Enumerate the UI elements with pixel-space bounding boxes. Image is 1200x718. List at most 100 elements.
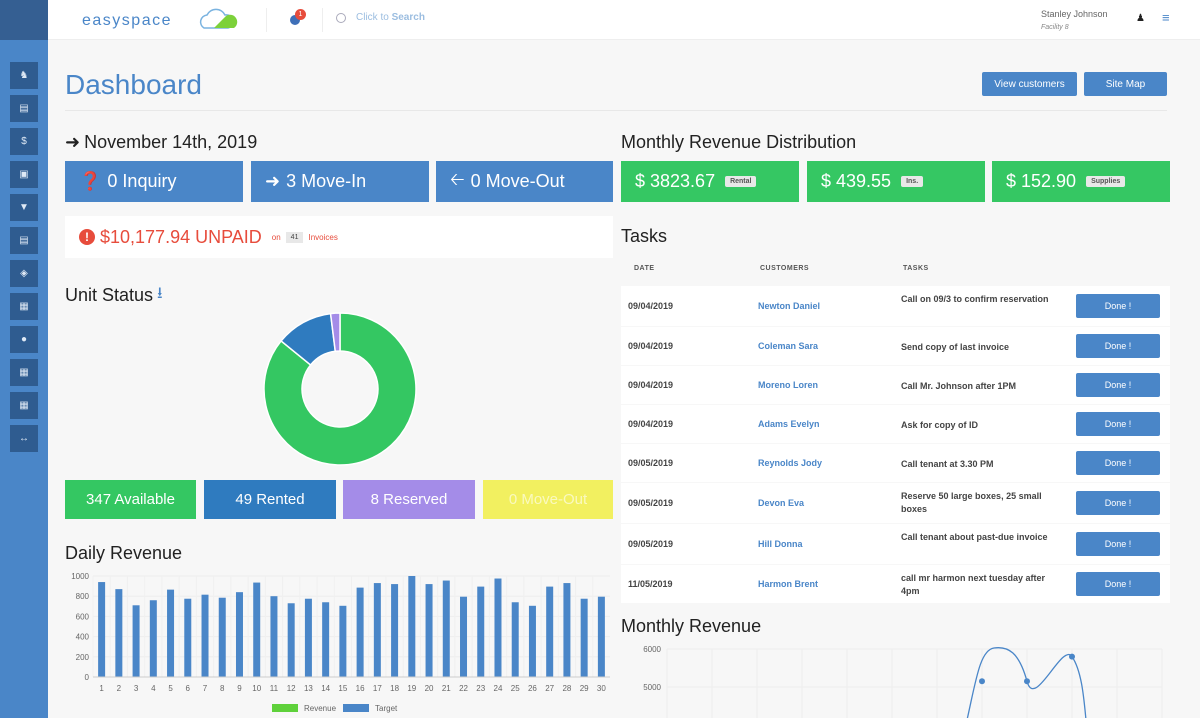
task-customer-link[interactable]: Adams Evelyn — [758, 419, 820, 429]
download-box-icon: ▼ — [19, 202, 29, 213]
user-name[interactable]: Stanley Johnson — [1041, 9, 1108, 19]
done-button[interactable]: Done ! — [1076, 532, 1160, 556]
sidebar-item-cart[interactable]: ▤ — [10, 227, 38, 254]
unit-status-box[interactable]: 0 Move-Out — [483, 480, 613, 519]
task-customer-link[interactable]: Devon Eva — [758, 498, 805, 508]
task-customer-link[interactable]: Harmon Brent — [758, 579, 819, 589]
x-tick-label: 16 — [356, 684, 365, 693]
y-tick-label: 5000 — [643, 683, 661, 692]
sidebar-item-inbox[interactable]: ▣ — [10, 161, 38, 188]
sidebar-item-file[interactable]: ▤ — [10, 95, 38, 122]
task-customer-link[interactable]: Reynolds Jody — [758, 458, 823, 468]
file-icon: ▤ — [19, 103, 29, 114]
site-map-button[interactable]: Site Map — [1084, 72, 1167, 96]
unit-status-box[interactable]: 347 Available — [65, 480, 196, 519]
sidebar-item-arrows-h[interactable]: ↔ — [10, 425, 38, 452]
search-input[interactable]: Click to Search — [336, 12, 425, 23]
task-row: 09/05/2019 Reynolds Jody Call tenant at 3.… — [621, 444, 1170, 482]
done-button[interactable]: Done ! — [1076, 412, 1160, 436]
bar — [425, 584, 433, 677]
users-icon: ♞ — [19, 70, 29, 81]
revenue-amount: $ 152.90 — [1006, 171, 1077, 191]
move-out-counter[interactable]: 🡠 0 Move-Out — [436, 161, 613, 202]
task-date: 09/05/2019 — [628, 458, 674, 468]
sidebar-top — [0, 0, 48, 40]
sidebar-item-table[interactable]: ▦ — [10, 359, 38, 386]
bar — [201, 594, 209, 677]
x-tick-label: 27 — [545, 684, 554, 693]
done-button[interactable]: Done ! — [1076, 294, 1160, 318]
bar — [132, 605, 140, 677]
x-tick-label: 28 — [562, 684, 571, 693]
sidebar-item-map-marker[interactable]: ● — [10, 326, 38, 353]
view-customers-button[interactable]: View customers — [982, 72, 1077, 96]
unit-status-box[interactable]: 8 Reserved — [343, 480, 475, 519]
map-marker-icon: ● — [20, 334, 28, 345]
done-button[interactable]: Done ! — [1076, 572, 1160, 596]
sidebar-item-users[interactable]: ♞ — [10, 62, 38, 89]
done-button[interactable]: Done ! — [1076, 451, 1160, 475]
menu-add-icon[interactable]: ≡ — [1162, 10, 1170, 25]
x-tick-label: 19 — [407, 684, 416, 693]
bar — [391, 584, 399, 677]
x-tick-label: 14 — [321, 684, 330, 693]
task-customer-link[interactable]: Moreno Loren — [758, 380, 818, 390]
unit-status-title: Unit Status — [65, 285, 154, 305]
x-tick-label: 13 — [304, 684, 313, 693]
done-button[interactable]: Done ! — [1076, 491, 1160, 515]
cloud-logo-icon — [199, 8, 238, 29]
user-icon[interactable]: ♟ — [1136, 13, 1145, 24]
sidebar-item-download-box[interactable]: ▼ — [10, 194, 38, 221]
notifications-icon[interactable]: 1 — [290, 9, 306, 26]
unit-status-donut — [263, 312, 417, 466]
task-date: 09/04/2019 — [628, 341, 674, 351]
brand-logo[interactable]: easyspace — [82, 12, 172, 29]
task-row: 11/05/2019 Harmon Brent call mr harmon nex… — [621, 565, 1170, 603]
task-description: Call on 09/3 to confirm reservation — [901, 294, 1049, 304]
unpaid-on: on — [271, 232, 281, 242]
bar — [304, 598, 312, 677]
task-customer-link[interactable]: Newton Daniel — [758, 301, 821, 311]
data-point — [1024, 678, 1030, 685]
move-in-counter[interactable]: ➜ 3 Move-In — [251, 161, 429, 202]
task-date: 09/04/2019 — [628, 301, 674, 311]
sidebar-item-table[interactable]: ▦ — [10, 392, 38, 419]
task-customer-link[interactable]: Hill Donna — [758, 539, 803, 549]
x-tick-label: 30 — [597, 684, 606, 693]
x-tick-label: 3 — [134, 684, 139, 693]
task-description: Send copy of last invoice — [901, 342, 1010, 352]
y-tick-label: 0 — [85, 673, 90, 682]
bar — [235, 592, 243, 677]
move-in-label: 3 Move-In — [286, 171, 367, 191]
table-icon: ▦ — [19, 301, 29, 312]
bar — [270, 596, 278, 677]
task-row: 09/04/2019 Adams Evelyn Ask for copy of ID… — [621, 405, 1170, 443]
unpaid-panel[interactable]: ! $10,177.94 UNPAID on 41 Invoices — [65, 216, 613, 258]
inquiry-counter[interactable]: ❓ 0 Inquiry — [65, 161, 243, 202]
sidebar-item-cubes[interactable]: ◈ — [10, 260, 38, 287]
tasks-title: Tasks — [621, 226, 668, 246]
bar — [149, 600, 157, 677]
revenue-tag: Ins. — [901, 176, 924, 187]
sidebar-item-table[interactable]: ▦ — [10, 293, 38, 320]
task-row: 09/05/2019 Hill Donna Call tenant about pa… — [621, 524, 1170, 564]
task-date: 09/05/2019 — [628, 539, 674, 549]
task-row: 09/04/2019 Coleman Sara Send copy of last … — [621, 327, 1170, 365]
move-out-label: 0 Move-Out — [470, 171, 565, 191]
download-icon[interactable]: ⭳ — [157, 285, 163, 302]
x-tick-label: 10 — [252, 684, 261, 693]
x-tick-label: 7 — [203, 684, 208, 693]
done-button[interactable]: Done ! — [1076, 334, 1160, 358]
sidebar-item-dollar[interactable]: $ — [10, 128, 38, 155]
bar — [115, 589, 123, 677]
sidebar: ♞ ▤ $ ▣ ▼ ▤ ◈ ▦ ● ▦ ▦ ↔ — [0, 0, 48, 718]
unit-status-box[interactable]: 49 Rented — [204, 480, 336, 519]
bar — [373, 583, 381, 677]
task-customer-link[interactable]: Coleman Sara — [758, 341, 819, 351]
x-tick-label: 6 — [186, 684, 191, 693]
task-description: Call tenant at 3.30 PM — [901, 459, 994, 469]
x-tick-label: 22 — [459, 684, 468, 693]
col-customers: CUSTOMERS — [760, 265, 810, 272]
done-button[interactable]: Done ! — [1076, 373, 1160, 397]
